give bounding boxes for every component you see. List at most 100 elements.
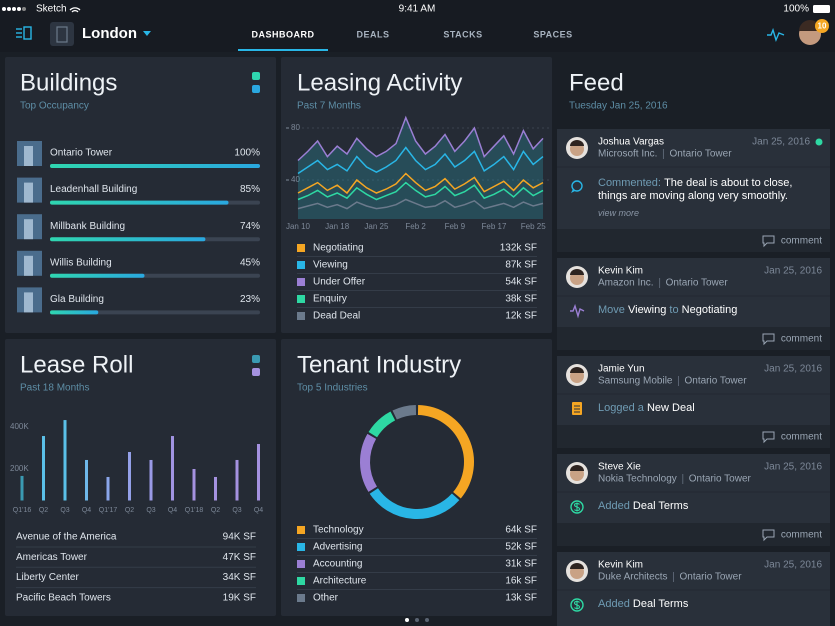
legend-label: Negotiating: [313, 243, 364, 254]
action-text: Deal Terms: [632, 500, 689, 512]
legend-swatch: [252, 368, 260, 376]
legend-value: 52k SF: [505, 542, 537, 553]
comment-button[interactable]: comment: [781, 432, 822, 443]
feed-action: Added Deal Terms: [598, 500, 824, 513]
comment-icon: [571, 180, 583, 192]
activity-icon[interactable]: [767, 27, 785, 43]
legend-swatch: [297, 594, 305, 602]
action-text: New Deal: [646, 402, 695, 414]
feed-name: Joshua Vargas: [598, 137, 664, 148]
status-battery: 100%: [783, 4, 809, 15]
x-tick-label: Q1'16: [13, 507, 32, 514]
y-tick-label: 40: [291, 175, 300, 184]
row-value: 34K SF: [223, 572, 256, 583]
legend-swatch: [297, 577, 305, 585]
legend-value: 13k SF: [505, 593, 537, 604]
avatar-hair: [570, 367, 584, 373]
line: [297, 181, 544, 201]
nav-tab[interactable]: STACKS: [443, 29, 482, 39]
feed-action: Commented: The deal is about to close, th…: [598, 177, 824, 220]
comment-button-icon[interactable]: [762, 529, 775, 542]
legend-swatch: [297, 278, 305, 286]
legend-swatch: [252, 72, 260, 80]
bar: [149, 459, 153, 501]
bar: [85, 459, 88, 501]
menu-icon[interactable]: [16, 26, 32, 40]
building-thumbnail-shape: [24, 219, 33, 240]
city-caret[interactable]: [142, 31, 151, 36]
comment-button[interactable]: comment: [781, 530, 822, 541]
donut-segment: [368, 411, 396, 438]
active-tab-underline: [238, 49, 328, 51]
nav-tab[interactable]: DASHBOARD: [252, 29, 315, 39]
bar: [235, 459, 239, 501]
feed-action: Logged a New Deal: [598, 402, 824, 415]
bar: [63, 420, 67, 501]
feed-name: Kevin Kim: [598, 266, 643, 277]
legend-total: 54k SF: [505, 277, 537, 288]
building-value-label: 23%: [240, 294, 260, 305]
row-value: 47K SF: [223, 552, 256, 563]
feed-footer: [557, 327, 830, 350]
comment-button[interactable]: comment: [781, 236, 822, 247]
action-text: Viewing: [627, 304, 667, 316]
y-tick-label: 200K: [10, 464, 29, 473]
building-name: Millbank Building: [50, 221, 125, 232]
feed-date: Jan 25, 2016: [764, 364, 822, 375]
x-tick-label: Jan 25: [364, 222, 389, 231]
feed-action: Move Viewing to Negotiating: [598, 304, 824, 317]
pulse-icon: [570, 303, 585, 319]
document-icon: [574, 405, 580, 413]
legend-label: Accounting: [313, 559, 362, 570]
feed-date: Jan 25, 2016: [752, 137, 810, 148]
top-bar: [0, 0, 835, 52]
donut-segment: [392, 405, 417, 420]
legend-swatch: [297, 244, 305, 252]
building-thumbnail-shape: [24, 255, 33, 276]
feed-location: Ontario Tower: [666, 278, 729, 289]
progress-bar: [50, 273, 145, 278]
building-thumbnail-shape: [24, 182, 33, 203]
action-text: Deal Terms: [632, 598, 689, 610]
row-name: Avenue of the America: [16, 532, 117, 543]
feed-action: Added Deal Terms: [598, 598, 824, 611]
status-carrier: Sketch: [36, 4, 67, 15]
x-tick-label: Q3: [60, 507, 69, 514]
panel-title: Lease Roll: [20, 351, 133, 378]
wifi-icon: [69, 7, 81, 13]
donut-segment: [369, 488, 460, 519]
panel-subtitle: Past 18 Months: [20, 383, 89, 394]
comment-button[interactable]: comment: [781, 334, 822, 345]
battery-icon: [813, 5, 830, 13]
avatar-hair: [570, 465, 584, 471]
legend-label: Architecture: [313, 576, 367, 587]
progress-bar: [50, 237, 206, 242]
line: [297, 198, 544, 210]
nav-tab[interactable]: DEALS: [356, 29, 389, 39]
legend-total: 132k SF: [500, 243, 537, 254]
building-thumbnail-shape: [24, 292, 33, 313]
avatar-hair: [570, 563, 584, 569]
building-icon[interactable]: [50, 22, 74, 46]
online-dot: [815, 138, 823, 146]
legend-swatch: [297, 526, 305, 534]
legend-label: Technology: [313, 525, 364, 536]
feed-company: Duke Architects: [598, 572, 667, 583]
x-tick-label: Q2: [211, 507, 220, 514]
comment-button-icon[interactable]: [762, 235, 775, 248]
feed-location: Ontario Tower: [679, 572, 742, 583]
nav-tab[interactable]: SPACES: [533, 29, 572, 39]
comment-button-icon[interactable]: [762, 333, 775, 346]
action-text: Added: [598, 598, 630, 610]
comment-button-icon[interactable]: [762, 431, 775, 444]
city-name[interactable]: London: [82, 25, 137, 42]
feed-location: Ontario Tower: [669, 149, 732, 160]
panel: [281, 339, 552, 616]
donut-segment: [417, 405, 474, 499]
building-name: Willis Building: [50, 257, 112, 268]
y-tick-label: 80: [291, 123, 300, 132]
progress-track: [50, 310, 260, 315]
panel-title: Leasing Activity: [297, 69, 462, 96]
y-tick-label: 400K: [10, 422, 29, 431]
building-value-label: 85%: [240, 184, 260, 195]
